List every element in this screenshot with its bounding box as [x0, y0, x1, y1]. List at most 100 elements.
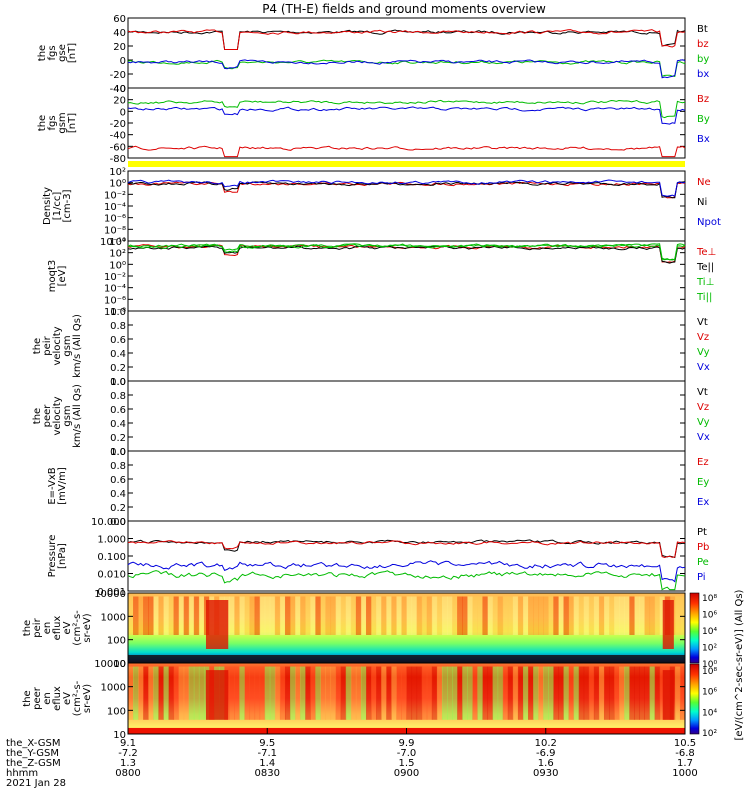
spectrogram-column: [477, 666, 483, 720]
x-tick-label: 9.9: [399, 738, 415, 749]
x-axis-row-label: the_Z-GSM: [6, 758, 61, 769]
x-tick-label: -7.2: [118, 748, 138, 759]
spectrogram-column: [198, 596, 205, 635]
series-line-Pe: [127, 570, 686, 591]
legend-entry: Vy: [697, 417, 710, 428]
legend-entry: Ti||: [696, 292, 712, 303]
chart-title: P4 (TH-E) fields and ground moments over…: [262, 2, 546, 16]
y-tick-label: 10: [113, 730, 126, 741]
y-tick-label: -20: [110, 119, 126, 130]
colorbar-tick-label: 10²: [702, 644, 717, 654]
y-tick-label: 0.8: [110, 321, 126, 332]
spectrogram-column: [568, 666, 575, 720]
spectrogram-column: [659, 666, 666, 720]
spectrogram-column: [295, 596, 301, 635]
spectrogram-column: [416, 596, 423, 635]
spectrogram-column: [188, 596, 195, 635]
y-axis-label: peir: [32, 617, 43, 637]
spectrogram-column: [639, 666, 645, 720]
spectrogram-column: [674, 666, 681, 720]
y-tick-label: 0.100: [97, 552, 126, 563]
y-axis-label: gsm: [62, 335, 73, 356]
y-tick-label: 1000: [101, 612, 126, 623]
spectrogram-column: [401, 666, 407, 720]
spectrogram-column: [679, 666, 686, 720]
series-line-Npot: [127, 179, 686, 197]
panel-frame: [127, 310, 686, 382]
colorbar-tick-label: 10²: [702, 729, 717, 739]
legend-entry: Vt: [697, 317, 708, 328]
series-line-bz: [127, 29, 686, 50]
spectrogram-column: [133, 666, 139, 720]
series-line-Bx: [127, 106, 686, 125]
y-tick-label: 0.4: [110, 489, 126, 500]
y-tick-label: 10⁻⁸: [104, 307, 126, 318]
legend-entry: Ey: [697, 477, 709, 488]
x-tick-label: 9.5: [259, 738, 275, 749]
y-tick-label: 10⁻²: [104, 190, 126, 201]
panel-peir_velocity: 1.0 0.8 0.6 0.4 0.2 0.0 the peir velocity gsm km/s…: [32, 307, 710, 388]
spectrogram-column: [391, 596, 397, 635]
spectrogram-column: [284, 666, 291, 720]
y-axis-label: Density: [42, 187, 53, 225]
colorbar-tick-label: 10⁶: [702, 688, 717, 698]
x-tick-label: 9.1: [120, 738, 136, 749]
spectrogram-column: [497, 666, 504, 720]
spectrogram-column: [183, 666, 190, 720]
y-axis-label: gsm: [62, 405, 73, 426]
x-tick-label: 0900: [394, 768, 419, 779]
spectrogram-column: [457, 596, 463, 635]
spectrogram-column: [578, 666, 585, 720]
spectrogram-column: [178, 666, 185, 720]
panel-pressure: 10.000 1.000 0.100 0.010 0.001 Pressure [nPa] P…: [47, 517, 709, 598]
y-tick-label: 1.0: [110, 447, 126, 458]
spectrogram-column: [598, 596, 605, 635]
x-axis-row-label: the_X-GSM: [6, 738, 60, 749]
spectrogram-column: [153, 596, 159, 635]
spectrogram-column: [340, 596, 347, 635]
spectrogram-column: [193, 666, 200, 720]
y-axis-label: moqt3: [47, 260, 58, 293]
x-tick-label: 1.3: [120, 758, 136, 769]
spectrogram-column: [249, 596, 256, 635]
y-tick-label: -60: [110, 142, 126, 153]
spectrogram-column: [558, 666, 564, 720]
legend-entry: Vz: [697, 332, 709, 343]
y-axis-label: (cm²-s-: [72, 610, 83, 646]
y-axis-label: km/s (All Qs): [72, 384, 83, 448]
legend-entry: Bt: [697, 24, 708, 35]
y-axis-label: (cm²-s-: [72, 680, 83, 716]
spectrogram-column: [629, 666, 635, 720]
spectrogram-column: [310, 666, 316, 720]
spectrogram-column: [421, 596, 428, 635]
colorbar-tick-label: 10⁸: [702, 594, 717, 604]
spectrogram-column: [634, 666, 640, 720]
spectrogram-column: [315, 596, 321, 635]
y-tick-label: 0: [120, 107, 126, 118]
y-tick-label: 0.2: [110, 503, 126, 514]
spectrogram-column: [264, 666, 271, 720]
spectrogram-column: [619, 666, 625, 720]
spectrogram-column: [345, 666, 352, 720]
spectrogram-column: [553, 596, 559, 635]
spectrogram-column: [457, 666, 463, 720]
legend-entry: Npot: [697, 217, 721, 228]
legend-entry: Te⊥: [696, 247, 716, 258]
spectrogram-column: [143, 596, 149, 635]
spectrogram-column: [421, 666, 428, 720]
y-tick-label: 10000: [94, 659, 126, 670]
spectrogram-column: [249, 666, 256, 720]
colorbar-tick-label: 10⁴: [702, 708, 717, 718]
series-line-Ni: [127, 181, 686, 199]
spectrogram-column: [436, 596, 443, 635]
y-axis-label: eflux: [52, 616, 63, 641]
y-axis-label: en: [42, 692, 53, 705]
y-axis-label: eV: [62, 692, 73, 705]
spectrogram-column: [593, 666, 600, 720]
spectrogram-column: [310, 596, 316, 635]
x-tick-label: 0800: [115, 768, 140, 779]
y-tick-label: 0.001: [97, 587, 126, 598]
spectrogram-column: [578, 596, 585, 635]
